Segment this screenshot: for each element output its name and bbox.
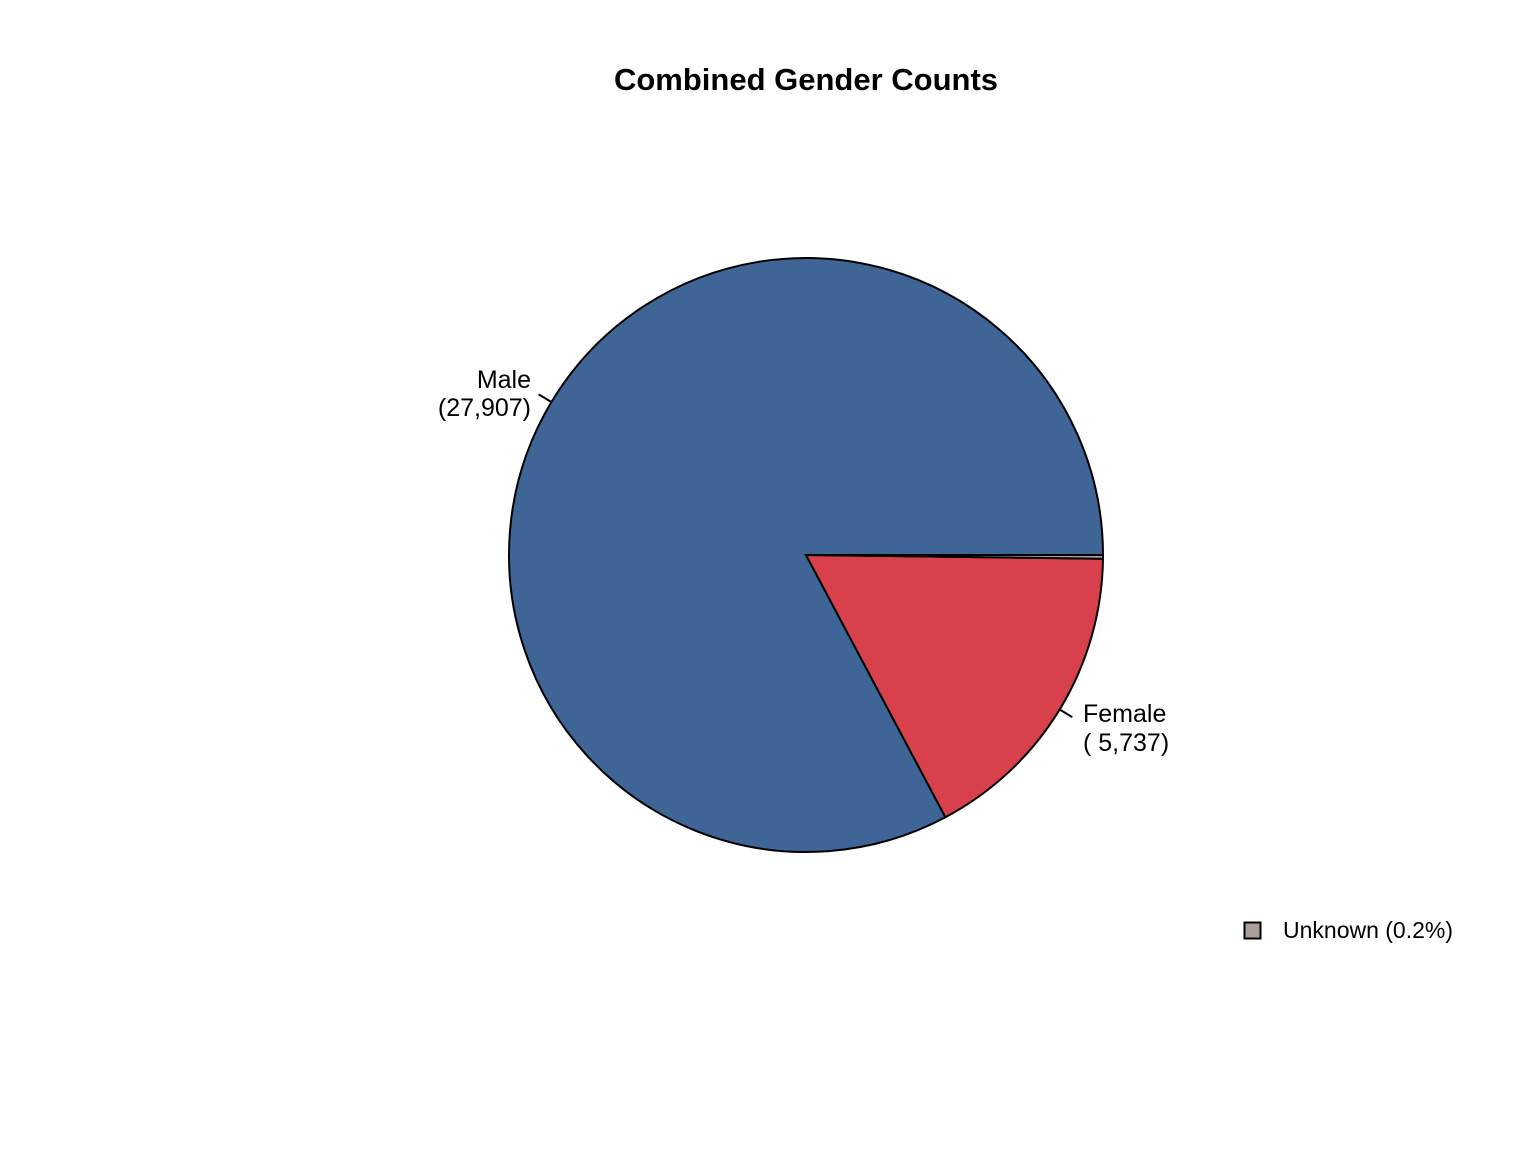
female-label-value: ( 5,737) bbox=[1083, 729, 1169, 757]
pie-slice-female bbox=[804, 553, 1104, 819]
male-label-name: Male bbox=[477, 366, 531, 394]
female-label-leader-line bbox=[1059, 708, 1073, 719]
legend-swatch-rect bbox=[1243, 921, 1262, 940]
male-label-leader-line bbox=[538, 393, 552, 403]
legend-label-unknown: Unknown (0.2%) bbox=[1283, 917, 1454, 943]
female-label-name: Female bbox=[1083, 700, 1166, 728]
male-label-value: (27,907) bbox=[438, 394, 531, 422]
pie-slice-unknown bbox=[805, 554, 1105, 560]
legend: Unknown (0.2%) bbox=[1243, 917, 1453, 944]
chart-title: Combined Gender Counts bbox=[613, 62, 999, 97]
legend-swatch-unknown-icon bbox=[1243, 921, 1262, 940]
